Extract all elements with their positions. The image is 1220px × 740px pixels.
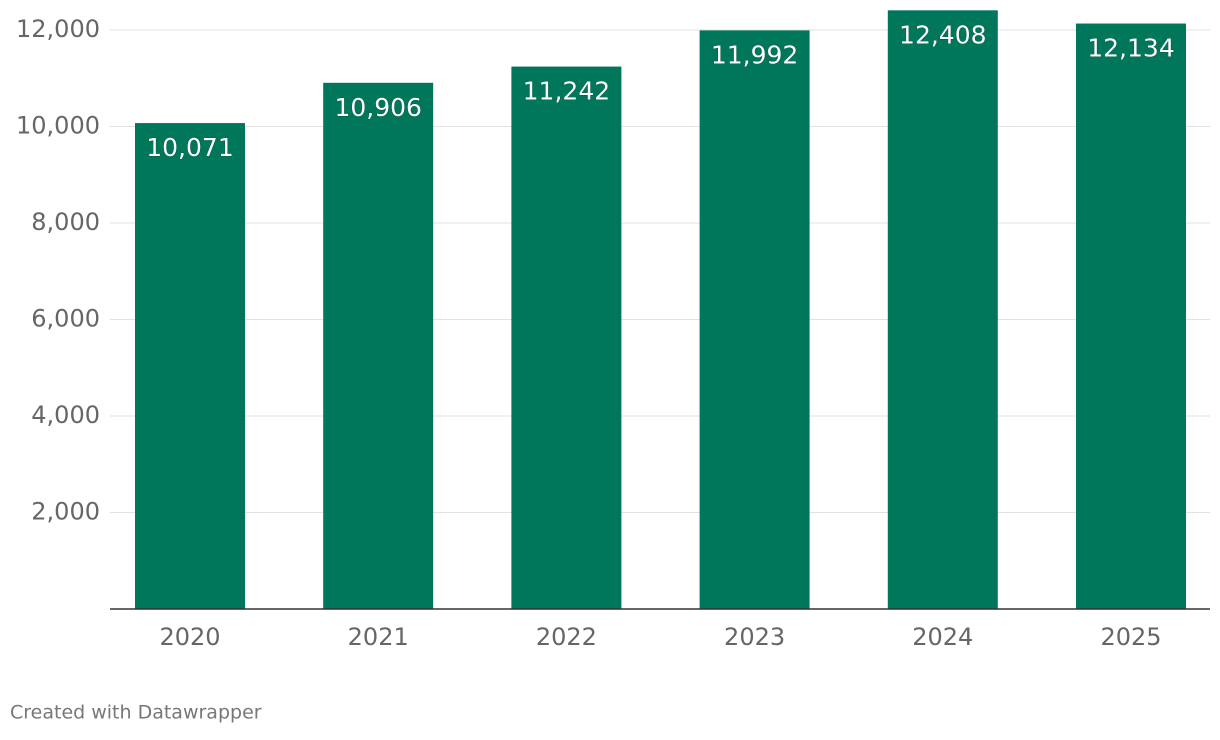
x-tick-label: 2022 <box>536 623 597 651</box>
value-label: 12,408 <box>899 20 986 49</box>
y-tick-label: 6,000 <box>31 305 100 333</box>
bar <box>135 123 245 609</box>
value-label: 10,906 <box>334 93 421 122</box>
x-tick-label: 2020 <box>159 623 220 651</box>
value-label: 11,242 <box>523 77 610 106</box>
y-tick-label: 2,000 <box>31 498 100 526</box>
x-tick-label: 2025 <box>1100 623 1161 651</box>
x-tick-label: 2021 <box>348 623 409 651</box>
bar <box>1076 23 1186 610</box>
x-tick-label: 2024 <box>912 623 973 651</box>
x-tick-label: 2023 <box>724 623 785 651</box>
y-tick-label: 4,000 <box>31 401 100 429</box>
value-label: 10,071 <box>146 133 233 162</box>
y-tick-label: 12,000 <box>16 15 100 43</box>
footer: Created with Datawrapper <box>10 702 262 724</box>
y-tick-label: 8,000 <box>31 208 100 236</box>
bar <box>323 82 434 609</box>
value-label: 11,992 <box>711 40 798 69</box>
bar <box>887 10 998 609</box>
value-label: 12,134 <box>1087 34 1174 63</box>
bar <box>699 30 810 610</box>
y-tick-label: 10,000 <box>16 112 100 140</box>
bar <box>511 66 622 610</box>
